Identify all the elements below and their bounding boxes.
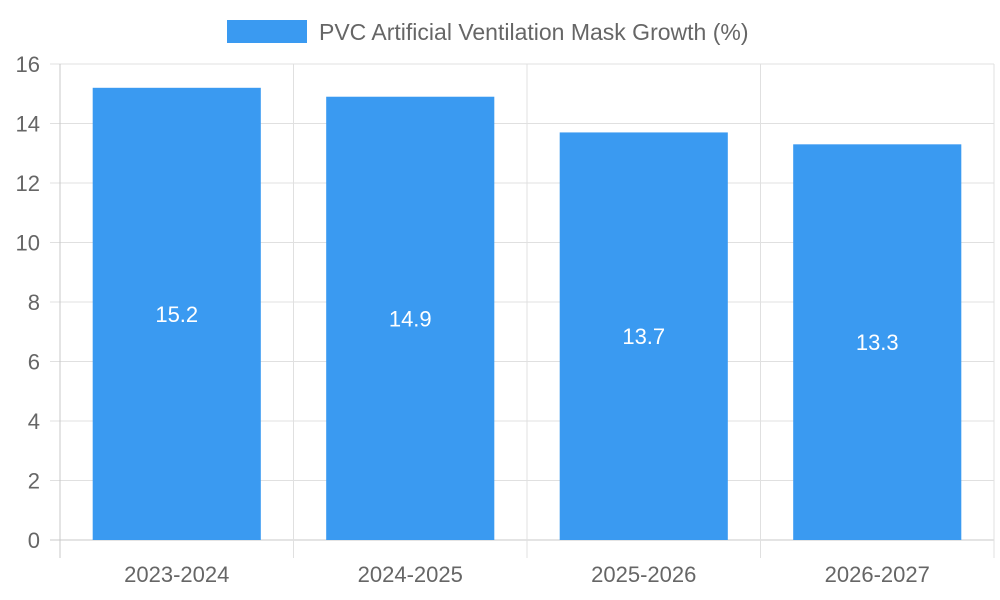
y-tick-label: 0 bbox=[28, 528, 40, 553]
bar-2025-2026[interactable] bbox=[559, 132, 728, 541]
x-axis-ticks: 2023-2024 2024-2025 2025-2026 2026-2027 bbox=[124, 562, 930, 587]
bar-2026-2027[interactable] bbox=[793, 144, 962, 540]
y-tick-label: 10 bbox=[16, 231, 40, 256]
bar-2023-2024[interactable] bbox=[92, 87, 261, 541]
y-tick-label: 14 bbox=[16, 112, 40, 137]
legend[interactable]: PVC Artificial Ventilation Mask Growth (… bbox=[227, 19, 748, 45]
bars: 15.2 14.9 13.7 13.3 bbox=[92, 87, 962, 541]
x-tick-label: 2024-2025 bbox=[358, 562, 463, 587]
x-tick-label: 2023-2024 bbox=[124, 562, 229, 587]
bar-value-label: 14.9 bbox=[389, 306, 432, 331]
y-tick-label: 12 bbox=[16, 171, 40, 196]
y-tick-label: 6 bbox=[28, 350, 40, 375]
bar-value-label: 15.2 bbox=[155, 302, 198, 327]
y-tick-label: 2 bbox=[28, 469, 40, 494]
y-tick-label: 8 bbox=[28, 290, 40, 315]
bar-value-label: 13.3 bbox=[856, 330, 899, 355]
y-tick-label: 16 bbox=[16, 52, 40, 77]
y-tick-label: 4 bbox=[28, 409, 40, 434]
x-tick-label: 2025-2026 bbox=[591, 562, 696, 587]
legend-label: PVC Artificial Ventilation Mask Growth (… bbox=[319, 19, 748, 45]
x-tick-label: 2026-2027 bbox=[825, 562, 930, 587]
bar-value-label: 13.7 bbox=[622, 324, 665, 349]
legend-swatch bbox=[227, 20, 307, 43]
y-axis-ticks: 0 2 4 6 8 10 12 14 16 bbox=[16, 52, 40, 553]
bar-2024-2025[interactable] bbox=[326, 96, 495, 540]
